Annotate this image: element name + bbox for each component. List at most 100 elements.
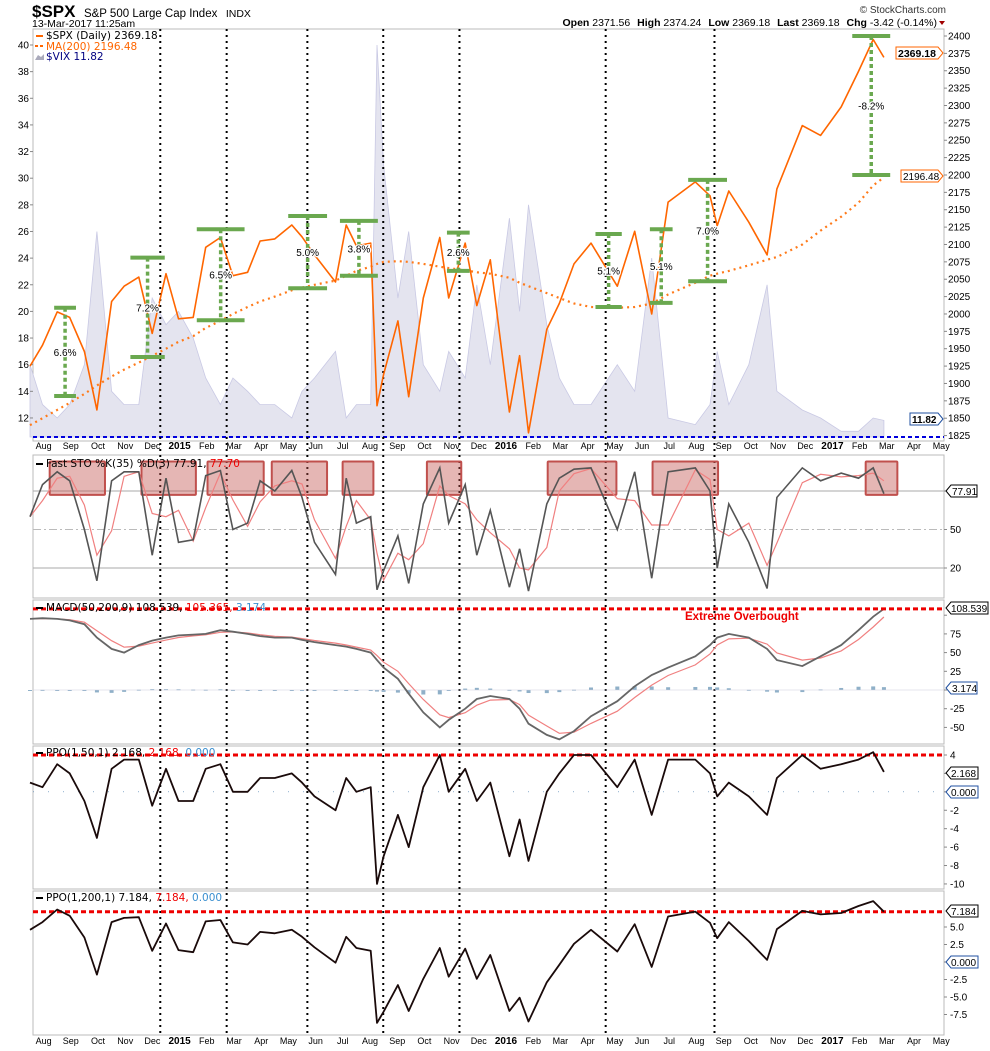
ppo50-legend-text: PPO(1,50,1) 2.168, 2.168, 0.000 (46, 747, 215, 759)
sto-overbought-box (270, 460, 329, 496)
macd-axis-label: 50 (950, 648, 962, 659)
spx-axis-label: 2025 (948, 292, 971, 303)
correction-label: 5.1% (650, 262, 673, 273)
ppo200-tag: 7.184 (945, 904, 979, 918)
correction-label: 5.0% (296, 248, 319, 259)
main-legend: $SPX (Daily) 2369.18 MA(200) 2196.48 $VI… (35, 30, 158, 63)
macd-signal-line (29, 616, 885, 734)
month-label: Sep (389, 441, 405, 451)
ppo50-legend-swatch (36, 752, 43, 754)
macd-histogram-bar (800, 690, 805, 693)
month-label: 2015 (168, 441, 191, 452)
ppo50-axis-label: -2 (950, 806, 959, 817)
macd-histogram-bar (28, 690, 32, 691)
macd-hist-label: 3.174 (233, 602, 267, 614)
sto-tag-value: 77.91 (952, 487, 977, 498)
vix-axis-label: 36 (18, 94, 30, 105)
bottom-month-label: Sep (63, 1036, 79, 1046)
ppo200-axis-label: 5.0 (950, 923, 964, 934)
macd-histogram-bar (82, 690, 87, 691)
vix-axis-label: 16 (18, 360, 30, 371)
macd-histogram-bar (164, 689, 168, 691)
ppo50-tag: 2.168 (945, 766, 979, 780)
sto-k-line (29, 465, 885, 592)
ppo50-tag-value: 2.168 (951, 769, 976, 780)
bottom-month-label: May (280, 1036, 298, 1046)
month-label: Aug (36, 441, 52, 451)
spx-axis-label: 2275 (948, 118, 971, 129)
macd-histogram-bar (507, 689, 512, 691)
bottom-month-label: Nov (117, 1036, 134, 1046)
macd-histogram-bar (344, 690, 349, 691)
vix-axis-label: 30 (18, 174, 30, 185)
ppo200-tag-value: 7.184 (951, 907, 976, 918)
ppo50-label: PPO(1,50,1) 2.168, (46, 747, 145, 759)
correction-label: 3.8% (348, 244, 371, 255)
ppo200-legend-text: PPO(1,200,1) 7.184, 7.184, 0.000 (46, 892, 222, 904)
macd-histogram-bar (333, 690, 338, 691)
month-label: Sep (716, 441, 732, 451)
correction-label: 6.6% (54, 348, 77, 359)
correction-label: 2.6% (447, 248, 470, 259)
ppo50-signal-label: 2.168, (145, 747, 182, 759)
macd-histogram-bar (649, 686, 654, 690)
correction-bracket: 3.8% (339, 218, 378, 278)
macd-histogram-bar (474, 687, 479, 690)
spx-axis-label: 1975 (948, 327, 971, 338)
macd-histogram-bar (856, 686, 861, 690)
spx-axis-label: 1950 (948, 344, 971, 355)
macd-histogram-bar (67, 690, 72, 691)
bottom-month-label: Apr (254, 1036, 268, 1046)
vix-axis-label: 38 (18, 67, 30, 78)
macd-histogram-bar (446, 690, 451, 691)
sto-legend-text: Fast STO %K(35) %D(3) 77.91, 77.70 (46, 458, 240, 470)
vix-area-icon (35, 54, 44, 60)
month-label: Mar (226, 441, 242, 451)
sto-legend: Fast STO %K(35) %D(3) 77.91, 77.70 (36, 458, 240, 470)
high-value: 2374.24 (663, 17, 701, 29)
spx-axis-label: 2350 (948, 66, 971, 77)
bottom-month-label: Aug (36, 1036, 52, 1046)
ppo200-signal-label: 7.184, (152, 892, 189, 904)
low-value: 2369.18 (732, 17, 770, 29)
correction-label: 7.2% (136, 303, 159, 314)
month-label: Jul (337, 441, 349, 451)
spx-axis-label: 2125 (948, 223, 971, 234)
bottom-month-label: Jul (337, 1036, 349, 1046)
macd-signal-label: 105.365, (183, 602, 233, 614)
ppo50-axis-label: -8 (950, 861, 959, 872)
spx-axis-label: 1900 (948, 379, 971, 390)
open-label: Open (563, 17, 590, 29)
vix-area (29, 44, 885, 438)
ma-legend: MA(200) 2196.48 (46, 41, 137, 53)
vix-tag: 11.82 (909, 412, 944, 426)
bottom-month-label: Apr (907, 1036, 921, 1046)
month-label: Dec (144, 441, 161, 451)
bottom-month-label: Oct (91, 1036, 106, 1046)
last-value: 2369.18 (802, 17, 840, 29)
macd-hist-tag: 3.174 (945, 681, 978, 695)
correction-bracket: 7.2% (130, 255, 165, 360)
chart-header: $SPX S&P 500 Large Cap Index INDX (32, 2, 251, 21)
spx-axis-label: 2325 (948, 84, 971, 95)
spx-axis-label: 1850 (948, 414, 971, 425)
spx-axis-label: 2200 (948, 170, 971, 181)
chg-value: -3.42 (-0.14%) (870, 17, 937, 29)
sto-d-label: 77.70 (207, 458, 240, 470)
ppo200-hist-label: 0.000 (189, 892, 222, 904)
bottom-month-label: Sep (389, 1036, 405, 1046)
macd-histogram-bar (258, 690, 263, 691)
macd-histogram-bar (881, 687, 886, 690)
ppo50-axis-label: -4 (950, 824, 959, 835)
macd-histogram-bar (708, 686, 712, 690)
bottom-month-label: Jul (663, 1036, 675, 1046)
month-label: 2017 (821, 441, 844, 452)
correction-bracket: -8.2% (852, 34, 891, 177)
main-panel (32, 28, 945, 442)
macd-histogram-bar (421, 690, 426, 695)
sto-d-line (29, 467, 885, 582)
macd-tag-value: 108.539 (951, 604, 988, 615)
macd-histogram-bar (300, 690, 304, 691)
value-tags: 2369.18 2196.48 11.82 77.91 108.539 3.17… (895, 46, 989, 969)
bottom-month-label: Mar (879, 1036, 895, 1046)
